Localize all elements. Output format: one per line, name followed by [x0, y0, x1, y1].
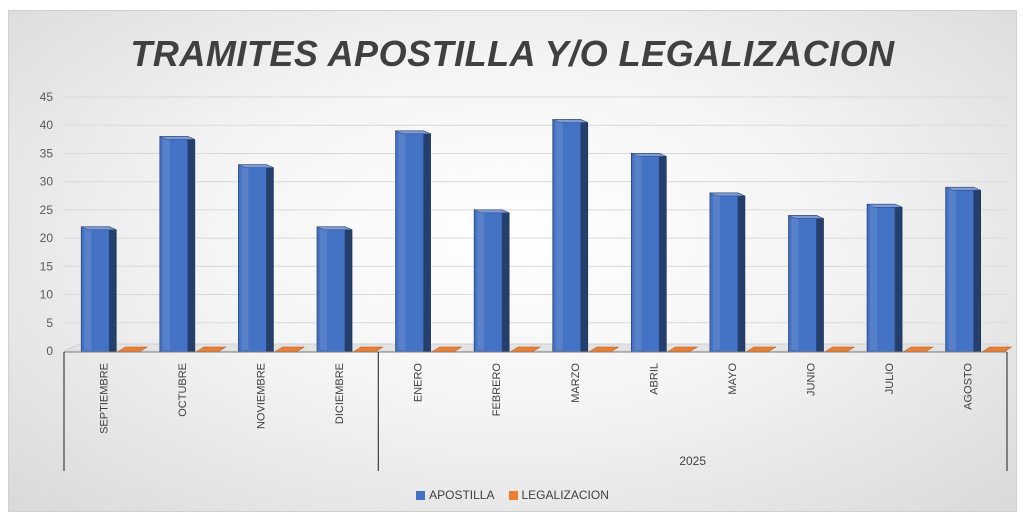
chart-title: TRAMITES APOSTILLA Y/O LEGALIZACION [130, 33, 895, 74]
y-tick-label: 30 [40, 175, 54, 189]
bar-apostilla-highlight [477, 211, 485, 350]
x-tick-label: SEPTIEMBRE [98, 363, 110, 434]
legend-item: LEGALIZACION [508, 488, 609, 502]
bar-apostilla-highlight [948, 189, 956, 350]
bar-apostilla-side [344, 226, 353, 353]
bar-apostilla-side [187, 136, 196, 353]
bar-apostilla [159, 136, 189, 353]
bar-apostilla-side [894, 203, 903, 353]
bar-apostilla [709, 192, 739, 353]
bar-apostilla-highlight [84, 228, 92, 350]
y-tick-label: 35 [40, 146, 54, 160]
bar-apostilla-top [81, 226, 117, 231]
bar-apostilla-highlight [398, 132, 406, 350]
legend-item: APOSTILLA [416, 488, 495, 502]
x-tick-label: DICIEMBRE [334, 363, 346, 424]
legend-label: LEGALIZACION [521, 488, 609, 502]
bar-apostilla-top [867, 203, 903, 208]
x-tick-label: ABRIL [648, 363, 660, 395]
legend-swatch [416, 490, 426, 500]
y-tick-label: 0 [46, 344, 53, 358]
y-tick-label: 20 [40, 231, 54, 245]
bar-apostilla [316, 226, 346, 353]
bar-apostilla-top [709, 192, 746, 197]
y-tick-label: 5 [46, 316, 53, 330]
bar-apostilla-highlight [555, 121, 563, 350]
bar-apostilla-top [238, 164, 274, 168]
x-tick-label: JUNIO [806, 363, 818, 396]
x-tick-label: MARZO [570, 363, 582, 403]
bar-apostilla-highlight [712, 194, 720, 350]
bar-apostilla-side [973, 186, 982, 353]
bar-apostilla-top [159, 136, 195, 140]
bar-apostilla-highlight [634, 155, 642, 350]
y-tick-label: 45 [40, 90, 54, 104]
x-tick-label: JULIO [884, 363, 896, 395]
bar-apostilla-top [552, 119, 588, 123]
bar-apostilla-side [266, 164, 274, 353]
x-tick-label: NOVIEMBRE [255, 363, 267, 429]
y-tick-label: 15 [40, 259, 54, 273]
x-tick-label: FEBRERO [491, 363, 503, 417]
bar-apostilla-top [631, 153, 667, 157]
bar-apostilla-highlight [870, 206, 878, 350]
y-tick-label: 25 [40, 203, 54, 217]
x-tick-label: AGOSTO [963, 363, 975, 410]
bar-apostilla-top [395, 130, 431, 135]
legend-label: APOSTILLA [429, 488, 495, 502]
bar-apostilla [945, 186, 975, 353]
bar-apostilla-highlight [791, 217, 799, 350]
bar-apostilla [552, 119, 582, 353]
bar-apostilla-side [659, 152, 667, 353]
bar-apostilla-side [423, 130, 431, 353]
bar-apostilla-top [474, 209, 510, 214]
group-label: 2025 [679, 454, 706, 468]
bar-apostilla-side [580, 119, 589, 353]
y-tick-label: 10 [40, 288, 54, 302]
bar-apostilla [866, 203, 896, 353]
y-tick-label: 40 [40, 118, 54, 132]
bar-apostilla-top [945, 187, 981, 191]
bar-apostilla-side [737, 192, 746, 353]
bar-apostilla-side [501, 209, 510, 353]
bar-apostilla-highlight [320, 228, 328, 350]
bar-apostilla [395, 130, 425, 353]
bar-apostilla-highlight [241, 166, 249, 350]
bar-apostilla-highlight [162, 138, 170, 350]
bar-apostilla-side [816, 215, 824, 353]
legend: APOSTILLA LEGALIZACION [9, 488, 1016, 502]
chart-frame: TRAMITES APOSTILLA Y/O LEGALIZACION 0 5 10… [8, 10, 1017, 512]
bar-apostilla [788, 215, 817, 353]
x-tick-label: ENERO [413, 363, 425, 403]
x-tick-label: OCTUBRE [177, 363, 189, 417]
bar-apostilla [80, 226, 110, 353]
bar-apostilla-top [788, 215, 824, 219]
bar-apostilla-top [316, 226, 353, 231]
x-tick-label: MAYO [727, 363, 739, 395]
legend-swatch [508, 490, 518, 500]
bar-apostilla-side [108, 226, 117, 353]
